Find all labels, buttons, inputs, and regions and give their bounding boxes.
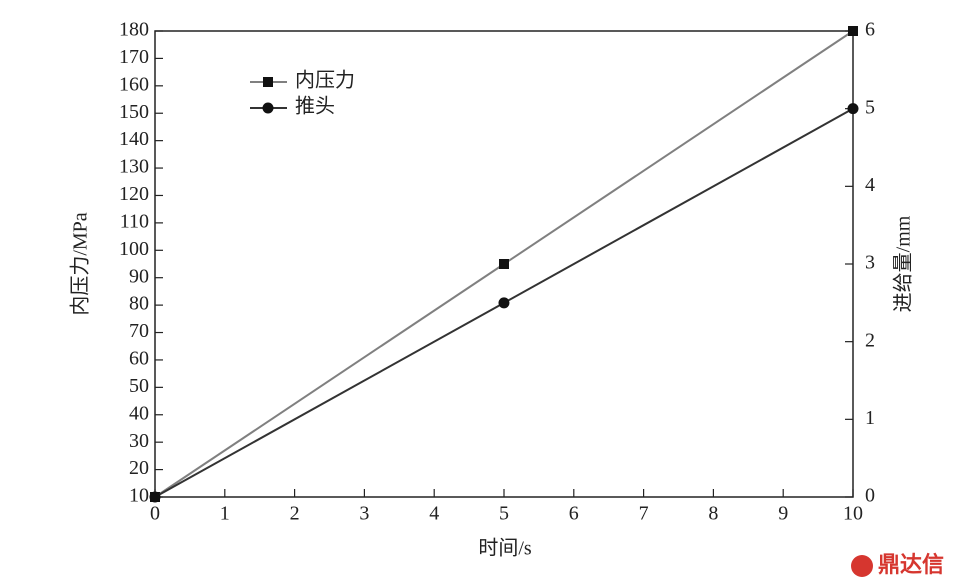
y-tick-label: 60 — [129, 348, 149, 370]
y-tick-label: 50 — [129, 375, 149, 397]
y-axis-label: 内压力/MPa — [69, 212, 92, 315]
y2-tick-label: 2 — [865, 329, 875, 351]
y2-tick-label: 4 — [865, 174, 875, 196]
y2-axis-label: 进给量/mm — [892, 215, 915, 312]
legend-marker — [263, 77, 273, 87]
y-tick-label: 80 — [129, 293, 149, 315]
data-point — [499, 259, 509, 269]
y-tick-label: 160 — [119, 73, 149, 95]
x-tick-label: 0 — [150, 503, 160, 525]
y-tick-label: 90 — [129, 265, 149, 287]
y-tick-label: 170 — [119, 46, 149, 68]
y-tick-label: 180 — [119, 19, 149, 41]
legend-label: 推头 — [295, 95, 335, 118]
y2-tick-label: 3 — [865, 252, 875, 274]
data-point — [847, 103, 859, 115]
x-tick-label: 4 — [429, 503, 439, 525]
y-tick-label: 10 — [129, 485, 149, 507]
watermark-logo — [851, 555, 873, 577]
x-tick-label: 6 — [569, 503, 579, 525]
y-tick-label: 20 — [129, 457, 149, 479]
data-point — [498, 297, 510, 309]
legend-label: 内压力 — [295, 69, 355, 92]
data-point — [149, 491, 161, 503]
data-point — [848, 26, 858, 36]
y2-tick-label: 6 — [865, 19, 875, 41]
y-tick-label: 30 — [129, 430, 149, 452]
x-tick-label: 2 — [290, 503, 300, 525]
y2-tick-label: 5 — [865, 96, 875, 118]
y-tick-label: 150 — [119, 101, 149, 123]
y-tick-label: 140 — [119, 128, 149, 150]
y-tick-label: 40 — [129, 402, 149, 424]
y-tick-label: 120 — [119, 183, 149, 205]
x-tick-label: 1 — [220, 503, 230, 525]
x-tick-label: 7 — [639, 503, 649, 525]
y-tick-label: 130 — [119, 156, 149, 178]
x-tick-label: 10 — [843, 503, 863, 525]
x-tick-label: 3 — [359, 503, 369, 525]
x-axis-label: 时间/s — [478, 537, 532, 560]
y-tick-label: 70 — [129, 320, 149, 342]
y-tick-label: 100 — [119, 238, 149, 260]
x-tick-label: 8 — [708, 503, 718, 525]
y-tick-label: 110 — [120, 210, 149, 232]
legend-marker — [262, 102, 274, 114]
x-tick-label: 5 — [499, 503, 509, 525]
watermark: 鼎达信 — [878, 552, 944, 578]
y2-tick-label: 1 — [865, 407, 875, 429]
y2-tick-label: 0 — [865, 485, 875, 507]
x-tick-label: 9 — [778, 503, 788, 525]
